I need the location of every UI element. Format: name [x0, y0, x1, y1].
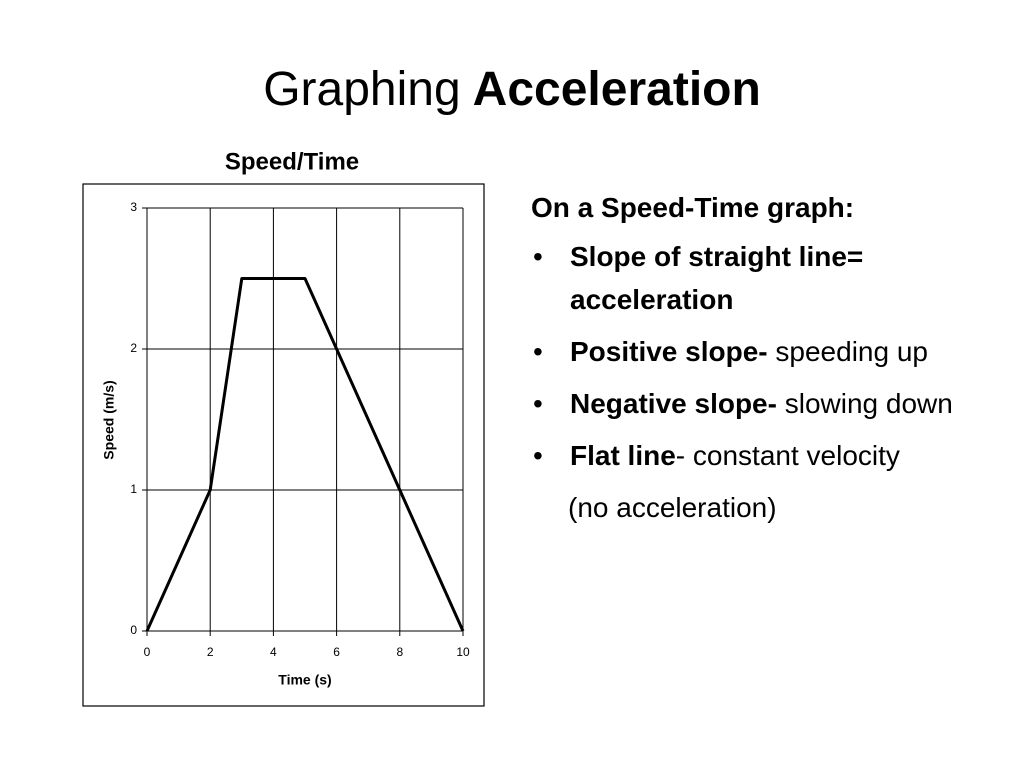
bullet-text: slowing down: [776, 388, 953, 419]
bullet-text: Slope of straight line= acceleration: [570, 241, 872, 315]
slide-title: Graphing Acceleration: [0, 62, 1024, 117]
bullet-text: speeding up: [767, 336, 928, 367]
x-axis-label: Time (s): [278, 672, 331, 688]
x-tick-label: 0: [144, 645, 151, 659]
y-tick-label: 1: [130, 482, 137, 496]
bullet: Positive slope- speeding up: [531, 330, 971, 373]
y-tick-label: 0: [130, 623, 137, 637]
title-part: Graphing: [263, 63, 461, 116]
chart-frame: [82, 183, 485, 707]
y-tick-label: 2: [130, 341, 137, 355]
text-heading: On a Speed-Time graph:: [531, 192, 855, 223]
title-part: Acceleration: [472, 63, 761, 116]
bullet-list: Slope of straight line= acceleration Posi…: [531, 235, 971, 477]
x-tick-label: 6: [333, 645, 340, 659]
text-box: On a Speed-Time graph: Slope of straight…: [531, 186, 971, 529]
x-tick-label: 10: [456, 645, 470, 659]
bullet: Slope of straight line= acceleration: [531, 235, 971, 321]
y-tick-label: 3: [130, 200, 137, 214]
x-tick-label: 2: [207, 645, 214, 659]
chart-title: Speed/Time: [225, 148, 359, 175]
bullet: Negative slope- slowing down: [531, 382, 971, 425]
x-tick-label: 8: [396, 645, 403, 659]
x-tick-label: 4: [270, 645, 277, 659]
note: (no acceleration): [568, 492, 777, 523]
y-axis-label: Speed (m/s): [101, 380, 117, 459]
bullet-text: Flat line: [570, 440, 676, 471]
bullet-text: Negative slope-: [570, 388, 777, 419]
bullet-text: - constant velocity: [675, 440, 900, 471]
bullet: Flat line- constant velocity: [531, 434, 971, 477]
data-line: [145, 277, 465, 632]
bullet-text: Positive slope-: [570, 336, 768, 367]
